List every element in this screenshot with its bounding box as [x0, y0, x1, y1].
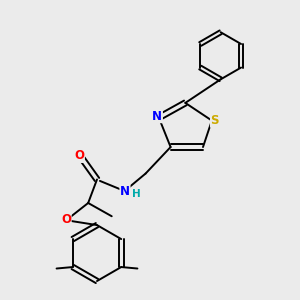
- Text: N: N: [152, 110, 162, 123]
- Text: O: O: [74, 149, 84, 162]
- Text: H: H: [132, 189, 140, 199]
- Text: N: N: [120, 185, 130, 198]
- Text: O: O: [61, 213, 71, 226]
- Text: S: S: [211, 114, 219, 127]
